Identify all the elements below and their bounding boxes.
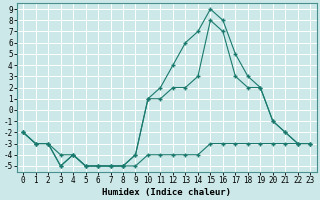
X-axis label: Humidex (Indice chaleur): Humidex (Indice chaleur): [102, 188, 231, 197]
